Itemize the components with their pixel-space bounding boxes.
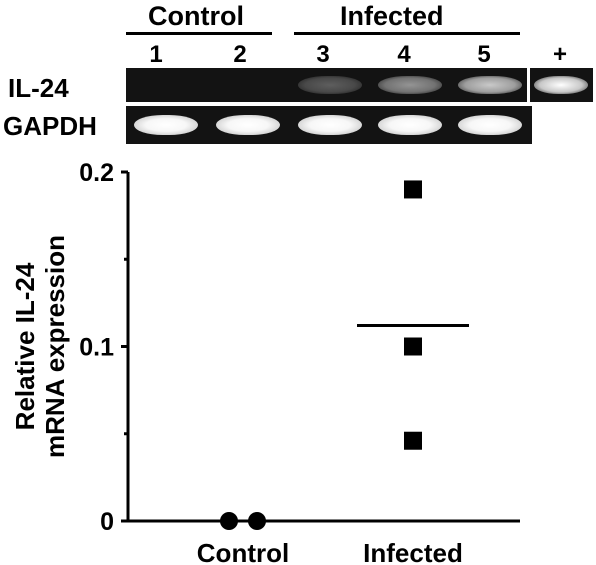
y-tick-label: 0.1 <box>79 334 114 362</box>
infected-group-bracket <box>294 32 520 35</box>
il24-band-lane-2 <box>216 76 280 94</box>
il24-band-lane-3 <box>298 76 362 94</box>
il24-band-lane-1 <box>134 76 198 94</box>
infected-data-point <box>404 180 422 199</box>
gapdh-row-label: GAPDH <box>3 111 97 141</box>
control-data-point <box>220 512 238 530</box>
lane-label-4: 4 <box>397 41 411 68</box>
y-axis-label-line: Relative IL-24 <box>10 262 40 430</box>
y-axis-label-line: mRNA expression <box>40 235 70 458</box>
il24-band-lane-5 <box>458 76 522 94</box>
control-data-point <box>248 512 266 530</box>
gapdh-band-lane-5 <box>458 115 522 135</box>
expression-scatter-plot: 0 0.1 0.2 Control Infected Relative IL-24mRNA… <box>10 159 520 565</box>
il24-positive-gel <box>527 68 593 102</box>
il24-gel <box>126 68 532 102</box>
y-tick-label: 0.2 <box>79 159 114 187</box>
il24-row-label: IL-24 <box>8 73 69 103</box>
il24-band-positive <box>534 76 588 94</box>
infected-group-label: Infected <box>340 1 444 31</box>
positive-control-label: + <box>552 41 567 68</box>
infected-data-point <box>404 431 422 450</box>
y-axis-label: Relative IL-24mRNA expression <box>10 235 70 458</box>
control-group-bracket <box>126 32 272 35</box>
il24-band-lane-4 <box>378 76 442 94</box>
gapdh-gel <box>126 106 532 144</box>
gapdh-band-lane-3 <box>298 115 362 135</box>
gapdh-band-lane-4 <box>378 115 442 135</box>
infected-data-point <box>404 337 422 356</box>
gapdh-band-lane-1 <box>134 115 198 135</box>
lane-label-2: 2 <box>233 41 247 68</box>
lane-label-5: 5 <box>477 41 491 68</box>
x-category-label: Infected <box>363 538 463 565</box>
control-group-label: Control <box>148 1 244 31</box>
y-tick-label: 0 <box>100 508 114 536</box>
lane-label-3: 3 <box>316 41 330 68</box>
x-category-label: Control <box>197 538 289 565</box>
lane-label-1: 1 <box>149 41 163 68</box>
gapdh-band-lane-2 <box>216 115 280 135</box>
